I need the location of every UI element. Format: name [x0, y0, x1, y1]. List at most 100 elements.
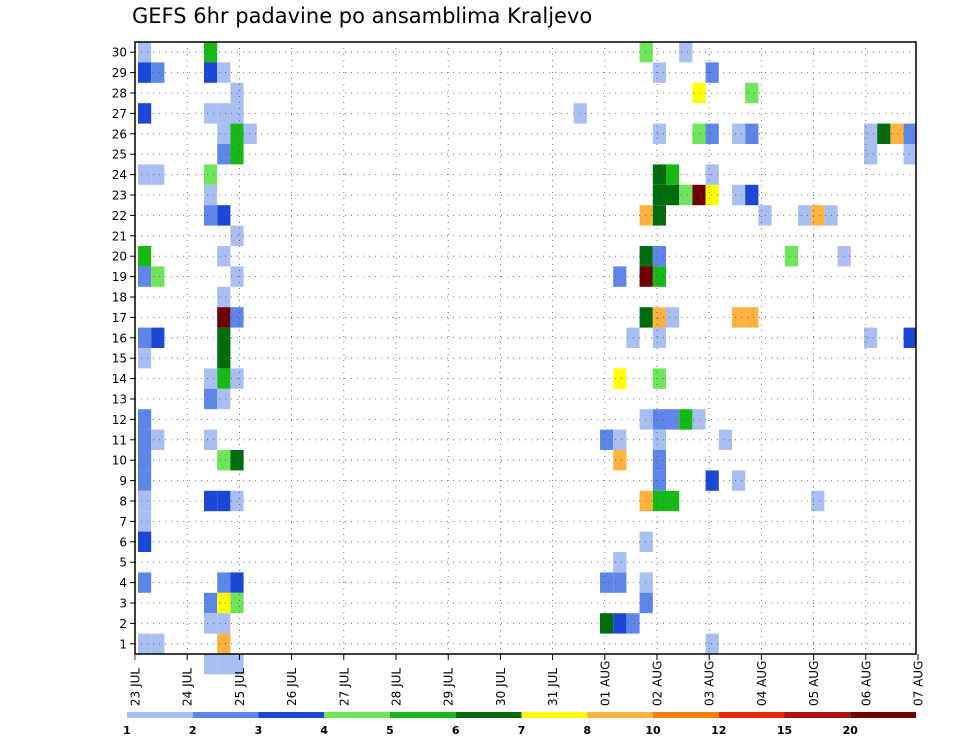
- heatmap-cell: [204, 429, 218, 450]
- heatmap-cell: [745, 123, 759, 144]
- heatmap-cell: [652, 429, 666, 450]
- colorbar-swatch: [192, 712, 259, 718]
- heatmap-cell: [652, 368, 666, 389]
- heatmap-cell: [217, 286, 231, 308]
- heatmap-cell: [639, 266, 653, 287]
- y-tick-label: 9: [119, 474, 127, 488]
- heatmap-cell: [138, 572, 152, 593]
- heatmap-cell: [639, 205, 653, 226]
- y-tick-label: 16: [112, 331, 127, 345]
- heatmap-cell: [217, 592, 231, 614]
- x-tick-label: 01 AUG: [598, 661, 612, 706]
- heatmap-cell: [230, 654, 244, 675]
- heatmap-cell: [204, 654, 218, 675]
- heatmap-cell: [138, 164, 152, 185]
- x-tick-label: 28 JUL: [390, 668, 404, 706]
- heatmap-cell: [652, 184, 666, 206]
- x-tick-label: 26 JUL: [285, 668, 299, 706]
- heatmap-cell: [652, 470, 666, 491]
- heatmap-cell: [652, 490, 666, 512]
- heatmap-cell: [864, 327, 878, 348]
- heatmap-cell: [138, 42, 152, 63]
- x-tick-label: 23 JUL: [129, 668, 143, 706]
- heatmap-cell: [204, 490, 218, 512]
- y-tick-label: 19: [112, 270, 127, 284]
- heatmap-cell: [639, 307, 653, 328]
- heatmap-cell: [204, 42, 218, 63]
- heatmap-cell: [613, 368, 627, 389]
- colorbar-label: 2: [189, 724, 197, 737]
- heatmap-cell: [151, 266, 165, 287]
- heatmap-cell: [652, 123, 666, 144]
- colorbar-swatch: [587, 712, 653, 718]
- heatmap-cell: [151, 429, 165, 450]
- heatmap-cell: [652, 307, 666, 328]
- grid-lines: [135, 42, 916, 654]
- y-tick-label: 18: [112, 291, 127, 305]
- x-tick-label: 02 AUG: [651, 661, 665, 706]
- x-tick-label: 25 JUL: [233, 668, 247, 706]
- y-tick-label: 23: [112, 189, 127, 203]
- heatmap-cell: [652, 327, 666, 348]
- y-tick-label: 8: [119, 495, 127, 509]
- x-tick-label: 03 AUG: [703, 661, 717, 706]
- y-tick-label: 28: [112, 87, 127, 101]
- y-axis: 1234567891011121314151617181920212223242…: [112, 46, 135, 651]
- heatmap-cell: [864, 123, 878, 144]
- heatmap-cell: [217, 388, 231, 410]
- y-tick-label: 5: [119, 556, 127, 570]
- heatmap-cell: [217, 62, 231, 83]
- heatmap-cell: [666, 164, 680, 185]
- heatmap-cell: [204, 388, 218, 410]
- heatmap-cell: [652, 164, 666, 185]
- heatmap-cell: [204, 62, 218, 83]
- chart-title: GEFS 6hr padavine po ansamblima Kraljevo: [132, 4, 593, 28]
- heatmap-cell: [679, 184, 693, 206]
- heatmap-cell: [732, 184, 746, 206]
- heatmap-cell: [666, 184, 680, 206]
- x-tick-label: 29 JUL: [442, 668, 456, 706]
- heatmap-cell: [811, 205, 825, 226]
- y-tick-label: 14: [112, 372, 127, 386]
- heatmap-cell: [639, 490, 653, 512]
- heatmap-cell: [217, 246, 231, 267]
- colorbar-label: 6: [452, 724, 460, 737]
- heatmap-cell: [639, 531, 653, 552]
- heatmap-cell: [652, 450, 666, 471]
- colorbar-label: 3: [255, 724, 263, 737]
- heatmap-cell: [639, 572, 653, 593]
- heatmap-cell: [639, 246, 653, 267]
- heatmap-cell: [732, 470, 746, 491]
- y-tick-label: 24: [112, 168, 127, 182]
- colorbar-swatch: [850, 712, 916, 718]
- heatmap-cell: [204, 368, 218, 389]
- colorbar-label: 8: [583, 724, 591, 737]
- heatmap-cell: [600, 429, 614, 450]
- x-tick-label: 24 JUL: [181, 668, 195, 706]
- y-tick-label: 4: [119, 576, 127, 590]
- heatmap-cell: [204, 613, 218, 634]
- y-tick-label: 7: [119, 515, 127, 529]
- heatmap-cell: [837, 246, 851, 267]
- y-tick-label: 1: [119, 637, 127, 651]
- heatmap-cell: [204, 164, 218, 185]
- y-tick-label: 27: [112, 107, 127, 121]
- heatmap-cell: [798, 205, 812, 226]
- colorbar-swatch: [390, 712, 456, 718]
- heatmap-cell: [705, 62, 719, 83]
- heatmap-cell: [718, 429, 732, 450]
- heatmap-cell: [705, 470, 719, 491]
- heatmap-cell: [138, 490, 152, 512]
- heatmap-cell: [652, 266, 666, 287]
- heatmap-cell: [217, 103, 231, 124]
- y-tick-label: 13: [112, 393, 127, 407]
- heatmap-cell: [217, 450, 231, 471]
- colorbar-swatch: [258, 712, 325, 718]
- colorbar-label: 4: [320, 724, 328, 737]
- heatmap-cell: [613, 429, 627, 450]
- heatmap-cell: [732, 123, 746, 144]
- heatmap-cell: [138, 266, 152, 287]
- x-tick-label: 06 AUG: [859, 661, 873, 706]
- colorbar-label: 15: [777, 724, 792, 737]
